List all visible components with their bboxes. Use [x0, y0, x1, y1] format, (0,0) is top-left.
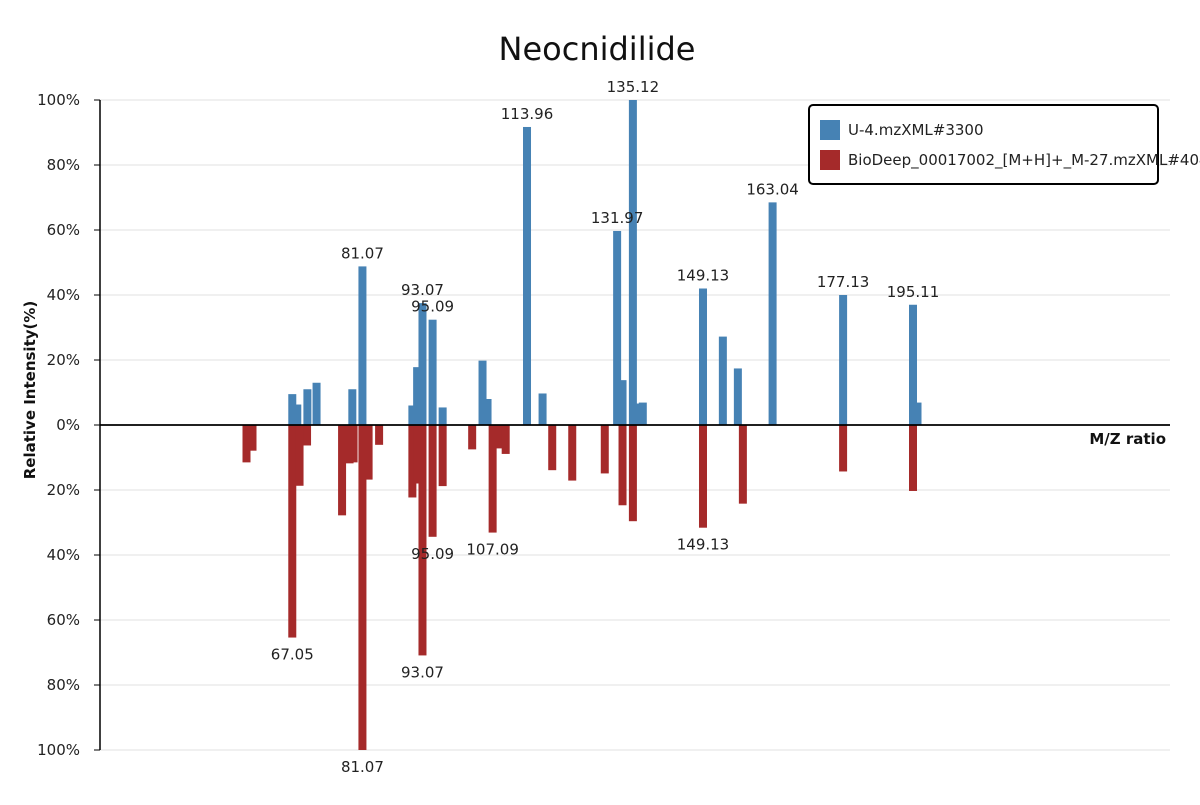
reference-peak-bar [303, 425, 312, 446]
y-axis-title: Relative Intensity(%) [21, 301, 39, 480]
reference-peak-bar [548, 425, 557, 471]
peak-label: 93.07 [401, 663, 444, 681]
sample-peak-bar [633, 403, 642, 425]
sample-peak-bar [358, 266, 367, 425]
peak-labels-layer: 81.0793.0795.09113.96131.97135.12149.131… [271, 78, 939, 776]
x-axis-title: M/Z ratio [1089, 430, 1166, 448]
y-tick-label: 40% [47, 546, 80, 564]
reference-peak-bar [839, 425, 848, 472]
y-tick-label: 0% [56, 416, 80, 434]
sample-peak-bar [312, 382, 321, 425]
sample-peak-bar [618, 380, 627, 425]
sample-peak-bar [438, 407, 447, 425]
peak-label: 93.07 [401, 281, 444, 299]
sample-peak-bar [478, 360, 487, 425]
reference-peak-bar [909, 425, 917, 491]
reference-peak-bar [738, 425, 747, 504]
grid-layer: 100% 80% 60% 40% 20% 0% 20% 40% 60% 80% 100% [37, 91, 1170, 759]
bars-layer [242, 100, 922, 750]
peak-label: 113.96 [501, 105, 554, 123]
y-tick-label: 60% [47, 611, 80, 629]
peak-label: 177.13 [817, 273, 870, 291]
sample-peak-bar [288, 394, 297, 425]
reference-peak-bar [468, 425, 477, 450]
legend-swatch-series-2 [820, 150, 840, 170]
reference-peak-bar [438, 425, 447, 487]
peak-label: 195.11 [887, 283, 940, 301]
reference-peak-bar [413, 425, 422, 484]
reference-peak-bar [288, 425, 297, 638]
reference-peak-bar [488, 425, 497, 533]
peak-label: 81.07 [341, 758, 384, 776]
y-tick-label: 60% [47, 221, 80, 239]
reference-peak-bar [408, 425, 417, 498]
y-tick-label: 20% [47, 481, 80, 499]
sample-peak-bar [348, 389, 357, 425]
peak-label: 149.13 [677, 267, 730, 285]
reference-peak-bar [242, 425, 251, 463]
legend: U-4.mzXML#3300 BioDeep_00017002_[M+H]+_M… [808, 104, 1200, 185]
reference-peak-bar [349, 425, 358, 463]
sample-peak-bar [718, 336, 727, 425]
reference-peak-bar [628, 425, 637, 522]
sample-peak-bar [733, 368, 742, 425]
sample-peak-bar [768, 202, 777, 425]
peak-label: 149.13 [677, 536, 730, 554]
sample-peak-bar [909, 304, 917, 425]
sample-peak-bar [523, 126, 532, 425]
sample-peak-bar [839, 295, 848, 425]
y-tick-label: 100% [37, 741, 80, 759]
sample-peak-bar [538, 393, 547, 425]
peak-label: 163.04 [746, 180, 799, 198]
sample-peak-bar [913, 402, 922, 425]
sample-peak-bar [428, 319, 437, 425]
sample-peak-bar [413, 367, 422, 425]
sample-peak-bar [303, 389, 312, 425]
reference-peak-bar [428, 425, 437, 537]
reference-peak-bar [495, 425, 504, 449]
sample-peak-bar [638, 402, 647, 425]
peak-label: 107.09 [466, 541, 519, 559]
reference-peak-bar [618, 425, 627, 506]
reference-peak-bar [568, 425, 577, 481]
reference-peak-bar [358, 425, 367, 750]
reference-peak-bar [375, 425, 384, 445]
y-tick-label: 80% [47, 676, 80, 694]
reference-peak-bar [501, 425, 510, 454]
y-tick-label: 20% [47, 351, 80, 369]
sample-peak-bar [698, 288, 707, 425]
peak-label: 135.12 [607, 78, 660, 96]
peak-label: 95.09 [411, 298, 454, 316]
peak-label: 67.05 [271, 646, 314, 664]
chart-title: Neocnidilide [499, 30, 696, 68]
y-tick-label: 100% [37, 91, 80, 109]
peak-label: 131.97 [591, 209, 644, 227]
sample-peak-bar [483, 399, 492, 425]
legend-label-series-1: U-4.mzXML#3300 [848, 121, 984, 139]
reference-peak-bar [338, 425, 347, 516]
y-tick-label: 80% [47, 156, 80, 174]
reference-peak-bar [248, 425, 257, 451]
reference-peak-bar [345, 425, 354, 464]
sample-peak-bar [408, 405, 417, 425]
reference-peak-bar [418, 425, 427, 656]
reference-peak-bar [698, 425, 707, 528]
sample-peak-bar [293, 404, 302, 425]
reference-peak-bar [364, 425, 373, 480]
sample-peak-bar [613, 230, 622, 425]
peak-label: 81.07 [341, 244, 384, 262]
peak-label: 95.09 [411, 545, 454, 563]
y-tick-label: 40% [47, 286, 80, 304]
sample-peak-bar [418, 303, 427, 425]
legend-label-series-2: BioDeep_00017002_[M+H]+_M-27.mzXML#404 [848, 151, 1200, 170]
axis-layer: M/Z ratio Relative Intensity(%) [21, 100, 1170, 750]
legend-swatch-series-1 [820, 120, 840, 140]
reference-peak-bar [600, 425, 609, 474]
legend-box [808, 104, 1159, 185]
reference-peak-bar [295, 425, 304, 486]
sample-peak-bar [628, 100, 637, 425]
